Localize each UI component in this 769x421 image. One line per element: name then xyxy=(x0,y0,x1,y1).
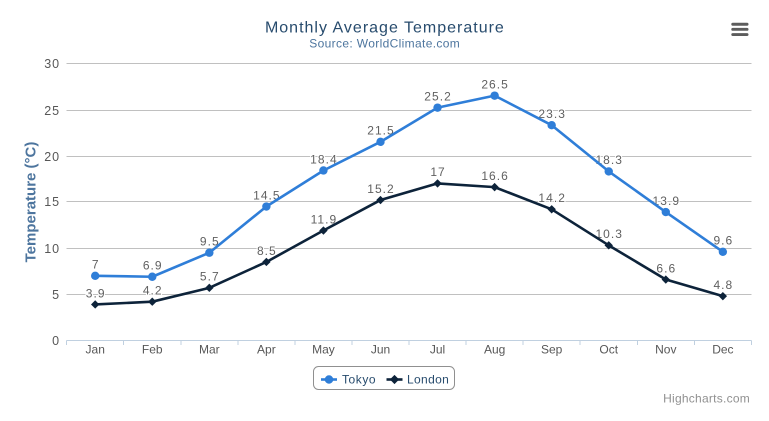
svg-text:May: May xyxy=(312,343,335,357)
svg-text:9.6: 9.6 xyxy=(713,234,733,248)
svg-text:14.2: 14.2 xyxy=(538,191,566,205)
svg-text:0: 0 xyxy=(52,334,60,348)
svg-text:7: 7 xyxy=(92,258,100,272)
svg-text:18.4: 18.4 xyxy=(310,152,338,166)
svg-text:6.6: 6.6 xyxy=(656,261,676,275)
svg-text:Oct: Oct xyxy=(599,343,618,357)
svg-text:25.2: 25.2 xyxy=(424,89,452,103)
svg-text:Dec: Dec xyxy=(712,343,733,357)
svg-text:Nov: Nov xyxy=(655,343,676,357)
svg-text:26.5: 26.5 xyxy=(481,77,509,91)
svg-text:9.5: 9.5 xyxy=(200,235,220,249)
svg-text:London: London xyxy=(407,373,449,387)
svg-text:25: 25 xyxy=(44,104,60,118)
svg-text:13.9: 13.9 xyxy=(653,194,681,208)
svg-text:Aug: Aug xyxy=(484,343,505,357)
svg-text:15.2: 15.2 xyxy=(367,182,395,196)
svg-text:10: 10 xyxy=(44,242,60,256)
svg-text:4.2: 4.2 xyxy=(143,283,163,297)
svg-text:Sep: Sep xyxy=(541,343,563,357)
svg-text:Feb: Feb xyxy=(142,343,163,357)
svg-text:23.3: 23.3 xyxy=(538,107,566,121)
svg-text:3.9: 3.9 xyxy=(86,286,106,300)
svg-text:Source: WorldClimate.com: Source: WorldClimate.com xyxy=(309,37,460,51)
svg-text:Temperature (°C): Temperature (°C) xyxy=(23,142,40,263)
svg-text:16.6: 16.6 xyxy=(481,169,509,183)
svg-text:11.9: 11.9 xyxy=(311,212,338,226)
svg-text:Jan: Jan xyxy=(86,343,105,357)
svg-text:Highcharts.com: Highcharts.com xyxy=(663,392,750,406)
svg-text:14.5: 14.5 xyxy=(253,188,281,202)
svg-text:8.5: 8.5 xyxy=(257,244,277,258)
svg-text:Jun: Jun xyxy=(371,343,390,357)
svg-text:Tokyo: Tokyo xyxy=(342,373,376,387)
svg-text:30: 30 xyxy=(44,57,60,71)
svg-text:Monthly Average Temperature: Monthly Average Temperature xyxy=(265,20,505,37)
svg-text:15: 15 xyxy=(44,195,60,209)
svg-text:Jul: Jul xyxy=(430,343,445,357)
svg-text:17: 17 xyxy=(430,165,445,179)
svg-text:5.7: 5.7 xyxy=(200,270,220,284)
svg-text:4.8: 4.8 xyxy=(713,278,733,292)
svg-text:6.9: 6.9 xyxy=(143,259,163,273)
svg-text:Mar: Mar xyxy=(199,343,220,357)
svg-text:21.5: 21.5 xyxy=(367,124,395,138)
svg-text:5: 5 xyxy=(52,288,60,302)
svg-text:Apr: Apr xyxy=(257,343,276,357)
svg-text:10.3: 10.3 xyxy=(595,227,623,241)
svg-text:20: 20 xyxy=(44,150,60,164)
